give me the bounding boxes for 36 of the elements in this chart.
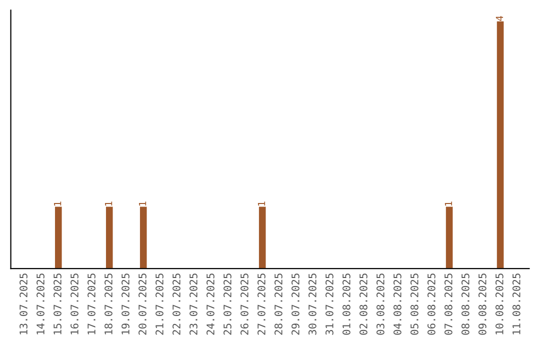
x-tick-label: 01.08.2025	[342, 274, 350, 335]
data-label: 4	[496, 16, 504, 21]
x-tick-label: 09.08.2025	[478, 274, 486, 335]
x-tick-label: 13.07.2025	[20, 274, 28, 334]
x-tick-label: 16.07.2025	[70, 274, 78, 334]
data-label: 1	[138, 202, 146, 206]
x-tick-label: 02.08.2025	[360, 274, 368, 335]
x-tick-label: 29.07.2025	[292, 274, 300, 335]
x-tick-label: 28.07.2025	[274, 274, 282, 335]
x-tick-label: 07.08.2025	[444, 274, 452, 335]
x-tick-label: 23.07.2025	[190, 274, 198, 335]
data-label: 1	[444, 202, 452, 206]
x-tick-label: 30.07.2025	[308, 274, 316, 335]
x-tick-label: 31.07.2025	[326, 274, 334, 335]
data-label: 1	[258, 202, 266, 206]
x-tick-label: 10.08.2025	[495, 274, 504, 334]
data-label: 1	[105, 202, 112, 206]
x-tick-label: 17.07.2025	[88, 274, 96, 334]
x-tick-label: 03.08.2025	[376, 274, 384, 335]
x-tick-label: 22.07.2025	[172, 274, 180, 335]
x-tick-label: 26.07.2025	[240, 274, 248, 335]
x-tick-label: 25.07.2025	[224, 274, 232, 335]
x-tick-label: 08.08.2025	[461, 274, 470, 335]
x-tick-label: 24.07.2025	[206, 274, 214, 335]
x-tick-label: 11.08.2025	[512, 274, 520, 334]
x-tick-label: 20.07.2025	[138, 274, 146, 335]
x-tick-label: 18.07.2025	[104, 274, 112, 334]
x-tick-label: 04.08.2025	[393, 274, 402, 335]
x-tick-label: 14.07.2025	[36, 274, 44, 334]
x-tick-label: 21.07.2025	[156, 274, 164, 335]
x-tick-label: 19.07.2025	[122, 274, 130, 334]
x-tick-label: 05.08.2025	[410, 274, 418, 335]
x-tick-label: 27.07.2025	[258, 274, 266, 335]
data-label: 1	[54, 202, 62, 206]
x-tick-label: 06.08.2025	[427, 274, 436, 335]
x-tick-label: 15.07.2025	[54, 274, 62, 334]
